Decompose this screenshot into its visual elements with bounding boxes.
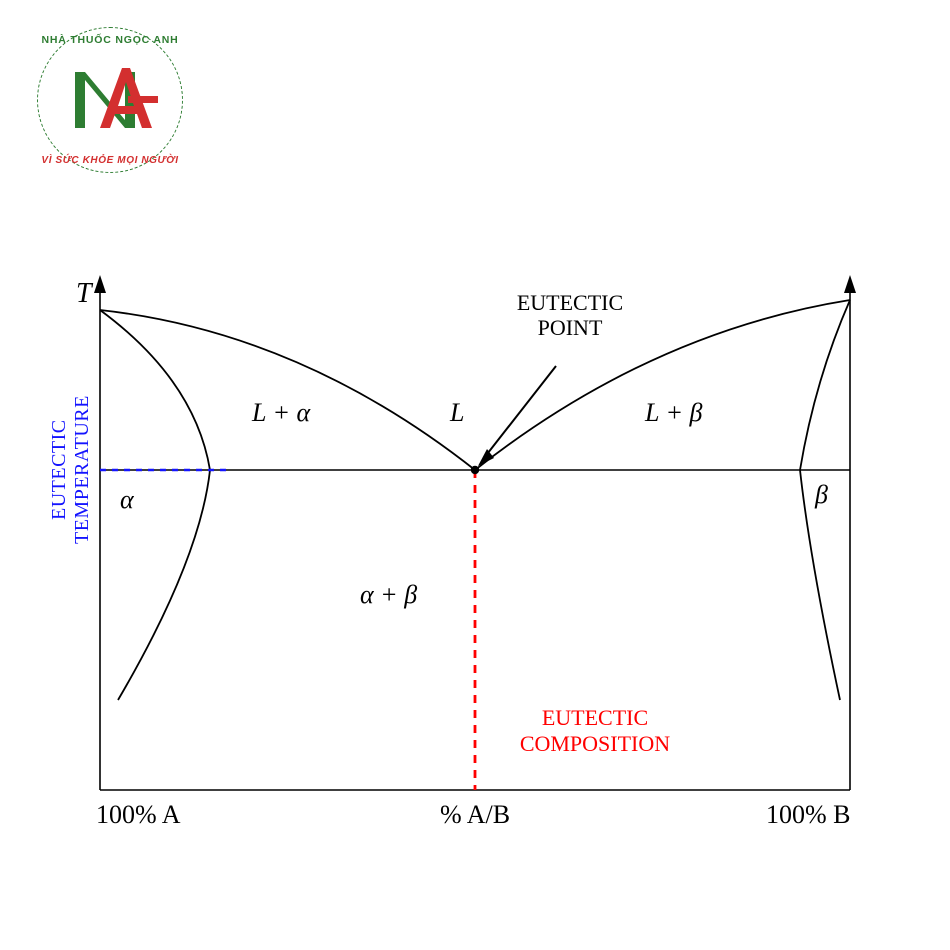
eutectic-composition-label: EUTECTIC COMPOSITION <box>485 705 705 758</box>
eutectic-point-line1: EUTECTIC <box>517 290 623 315</box>
eutectic-temp-line1: EUTECTIC <box>48 420 70 521</box>
region-liquid-beta: L + β <box>645 398 702 428</box>
eutectic-temperature-label: EUTECTIC TEMPERATURE <box>48 345 94 595</box>
region-liquid-alpha: L + α <box>252 398 310 428</box>
region-alpha: α <box>120 485 134 515</box>
y-axis-label: T <box>76 278 92 310</box>
x-axis-left-label: 100% A <box>96 800 181 830</box>
region-beta: β <box>815 480 828 510</box>
x-axis-mid-label: % A/B <box>440 800 510 830</box>
eutectic-comp-line1: EUTECTIC <box>542 705 648 730</box>
eutectic-temp-line2: TEMPERATURE <box>71 396 93 545</box>
eutectic-point-label: EUTECTIC POINT <box>480 290 660 341</box>
x-axis-right-label: 100% B <box>766 800 851 830</box>
eutectic-comp-line2: COMPOSITION <box>520 731 670 756</box>
region-alpha-beta: α + β <box>360 580 417 610</box>
eutectic-point-line2: POINT <box>538 315 603 340</box>
region-liquid: L <box>450 398 464 428</box>
